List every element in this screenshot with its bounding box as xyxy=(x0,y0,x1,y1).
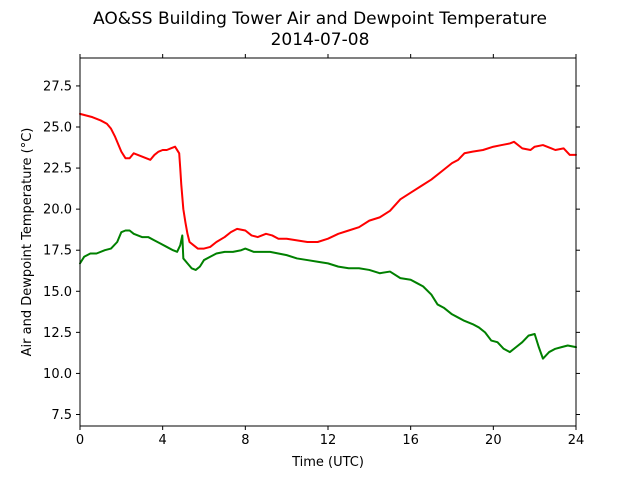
x-tick-label: 16 xyxy=(402,433,419,448)
series-layer xyxy=(79,112,577,360)
y-tick-label: 12.5 xyxy=(43,326,72,341)
plot-frame xyxy=(79,57,577,427)
y-axis-label: Air and Dewpoint Temperature (°C) xyxy=(20,128,35,357)
chart-title: AO&SS Building Tower Air and Dewpoint Te… xyxy=(93,9,547,29)
y-tick-label: 27.5 xyxy=(43,79,72,94)
series-line-2 xyxy=(79,229,577,360)
x-tick-label: 12 xyxy=(320,433,337,448)
y-tick-label: 7.5 xyxy=(51,408,72,423)
x-tick-label: 20 xyxy=(485,433,502,448)
x-tick-label: 8 xyxy=(241,433,249,448)
y-tick-label: 10.0 xyxy=(43,367,72,382)
y-tick-label: 17.5 xyxy=(43,244,72,259)
chart-subtitle: 2014-07-08 xyxy=(271,30,370,50)
x-tick-label: 4 xyxy=(159,433,167,448)
x-axis-label: Time (UTC) xyxy=(291,455,364,470)
y-tick-label: 22.5 xyxy=(43,162,72,177)
tick-layer: 0 4 8 12 16 20 24 7.5 10.0 12.5 15.0 17.5 20.0 22.5 25… xyxy=(43,54,584,448)
y-tick-label: 25.0 xyxy=(43,121,72,136)
x-tick-label: 24 xyxy=(568,433,585,448)
x-tick-label: 0 xyxy=(76,433,84,448)
y-tick-label: 20.0 xyxy=(43,203,72,218)
series-line-1 xyxy=(79,112,577,250)
y-tick-label: 15.0 xyxy=(43,285,72,300)
